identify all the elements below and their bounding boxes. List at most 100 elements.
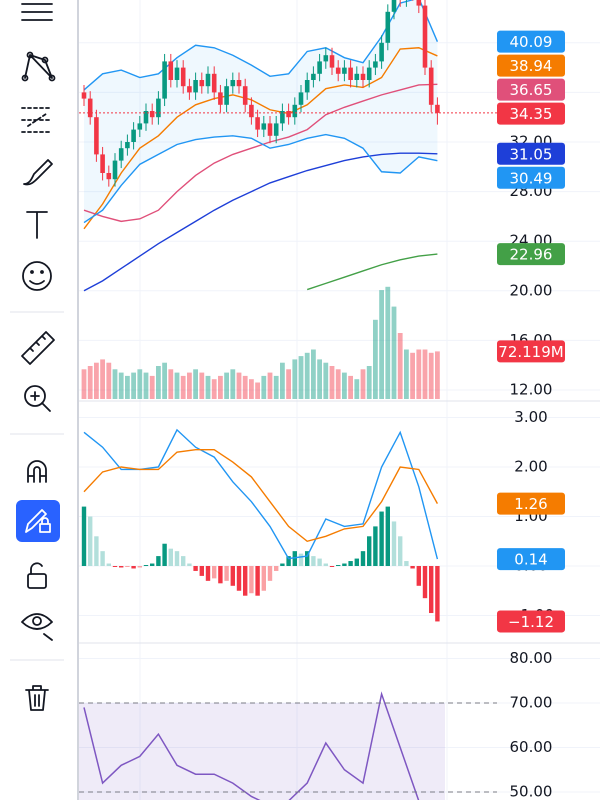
price-badge: 36.65 [510,81,553,99]
volume-bar [267,372,273,399]
candle-body [348,67,353,80]
histogram-bar [162,543,167,566]
price-badge-bg [497,102,565,125]
histogram-bar [193,566,198,571]
volume-bar [397,333,403,399]
macd-badge-bg [497,492,565,515]
price-badge-bg [497,78,565,101]
volume-bar [280,362,285,399]
emoji-tool[interactable] [22,261,52,291]
pattern-tool[interactable] [21,51,56,82]
volume-bar [354,379,360,399]
histogram-bar [305,551,310,566]
volume-bar [100,359,105,399]
delete-tool[interactable] [25,685,49,711]
histogram-bar [156,556,161,566]
histogram-bar [267,566,273,581]
candle-body [199,80,205,87]
histogram-bar [261,566,266,591]
price-badge: 31.05 [510,145,553,163]
candle-body [323,55,329,62]
histogram-bar [298,553,304,566]
histogram-bar [379,511,384,566]
volume-bar [373,319,378,399]
lines-tool[interactable] [21,3,53,21]
histogram-bar [385,506,390,566]
candle-body [162,61,167,99]
band-fill [84,0,438,223]
histogram-bar [249,566,254,594]
candle-body [81,92,87,99]
candle-body [168,61,174,80]
volume-bar [404,349,409,399]
price-panel [81,0,440,399]
histogram-bar [119,566,124,568]
candle-body [137,123,143,130]
volume-bar [298,356,304,399]
histogram-bar [348,561,353,566]
visibility-tool[interactable] [21,613,53,641]
histogram-bar [224,566,229,581]
candle-body [379,42,384,62]
text-tool[interactable] [26,211,48,239]
zoom-tool[interactable] [24,385,51,412]
histogram-bar [125,566,130,567]
price-badge-bg [497,166,565,189]
histogram-bar [106,563,111,566]
histogram-bar [81,506,87,566]
indicator-line [306,253,438,291]
histogram-bar [150,563,155,566]
volume-bar [261,375,267,399]
price-badge: 38.94 [510,57,553,75]
volume-bar [218,375,223,399]
volume-bar [131,372,136,399]
prediction-tool[interactable] [21,107,53,133]
volume-bar [193,369,198,399]
macd-badge: 0.14 [514,551,547,569]
volume-bar [273,375,279,399]
price-badge: 22.96 [510,246,553,264]
macd-badge: 1.26 [514,495,547,513]
candle-body [118,148,124,161]
histogram-bar [100,551,105,566]
candle-body [342,67,347,74]
y-tick-label: 12.00 [510,381,553,399]
histogram-bar [243,566,248,596]
volume-bar [125,375,130,399]
candle-body [205,73,211,87]
histogram-bar [435,566,440,622]
volume-bar [366,366,372,399]
histogram-bar [398,536,403,566]
histogram-bar [329,566,335,567]
volume-bar [180,375,186,399]
histogram-bar [274,566,279,571]
volume-bar [379,290,384,399]
ruler-tool[interactable] [21,331,55,365]
volume-bar [174,372,180,399]
volume-bar [292,359,298,399]
candle-body [249,104,254,118]
histogram-bar [317,558,322,566]
candle-body [335,67,341,74]
candle-body [143,111,149,124]
y-tick-label: 50.00 [510,783,553,800]
candle-body [373,61,378,68]
histogram-bar [367,536,372,566]
lock-tool[interactable] [27,562,47,589]
volume-badge: 72.119M [498,343,563,361]
candle-body [224,86,229,105]
candle-body [366,67,372,80]
candle-body [106,173,112,180]
candle-body [174,67,180,80]
histogram-bar [422,566,428,599]
histogram-bar [336,565,341,567]
brush-tool[interactable] [23,159,53,186]
magnet-tool[interactable] [27,460,47,483]
volume-bar [143,372,149,399]
candle-body [230,80,236,87]
candle-body [187,86,192,93]
candle-body [311,73,316,80]
price-badge: 34.35 [510,105,553,123]
candle-body [94,117,99,155]
